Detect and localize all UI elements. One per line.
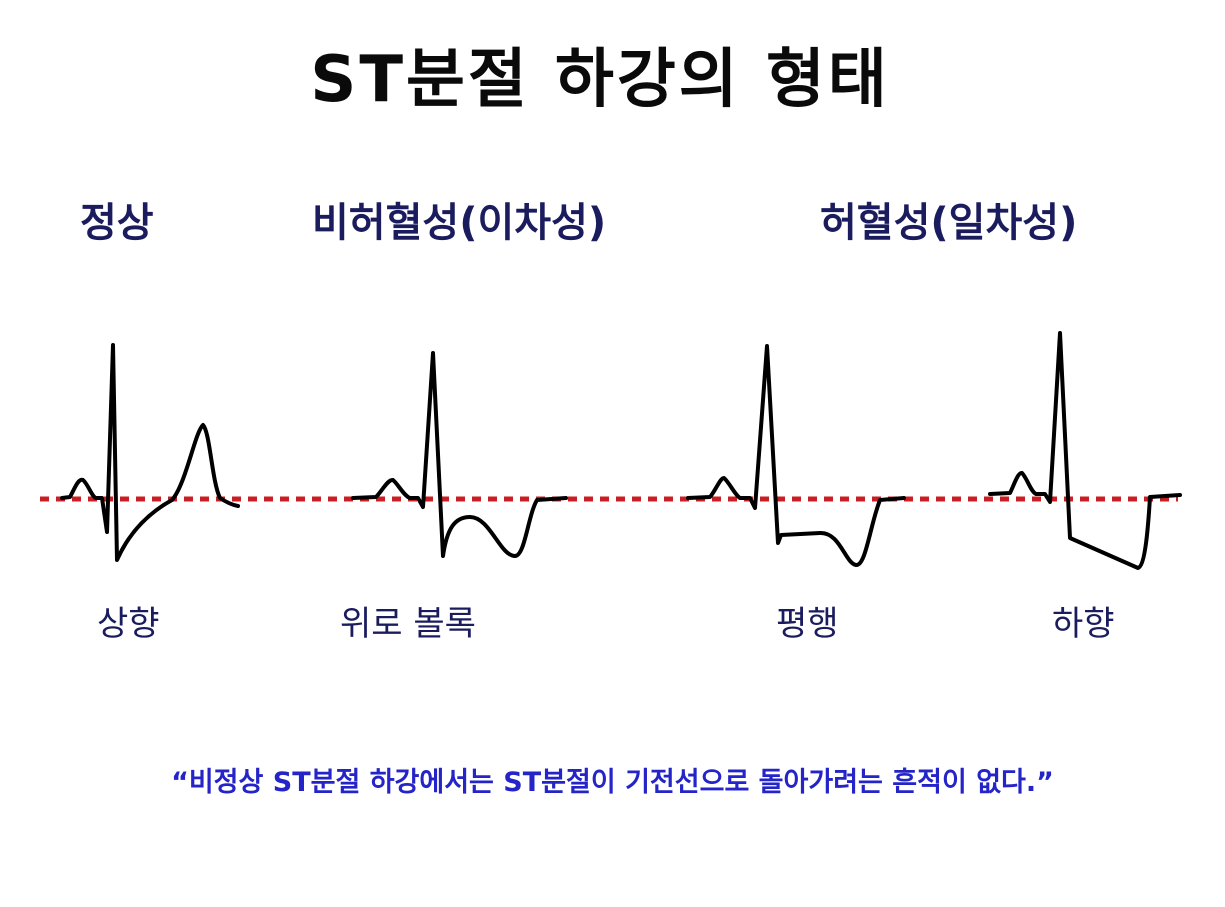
category-heading-ischemic: 허혈성(일차성) [820, 200, 1078, 246]
category-heading-normal: 정상 [80, 200, 154, 246]
page-title: ST분절 하강의 형태 [310, 43, 890, 117]
category-heading-non-ischemic: 비허혈성(이차성) [312, 200, 607, 246]
waveform-label-convex: 위로 볼록 [340, 604, 476, 644]
waveform-label-upsloping: 상향 [97, 604, 160, 644]
ecg-trace-convex [351, 351, 568, 558]
waveform-label-horizontal: 평행 [776, 604, 839, 644]
caption-quote: “비정상 ST분절 하강에서는 ST분절이 기전선으로 돌아가려는 흔적이 없다… [171, 767, 1054, 798]
ecg-trace-upsloping [60, 343, 240, 562]
ecg-trace-downsloping [988, 331, 1182, 570]
ecg-trace-horizontal [686, 344, 906, 567]
waveform-label-downsloping: 하향 [1052, 604, 1115, 644]
